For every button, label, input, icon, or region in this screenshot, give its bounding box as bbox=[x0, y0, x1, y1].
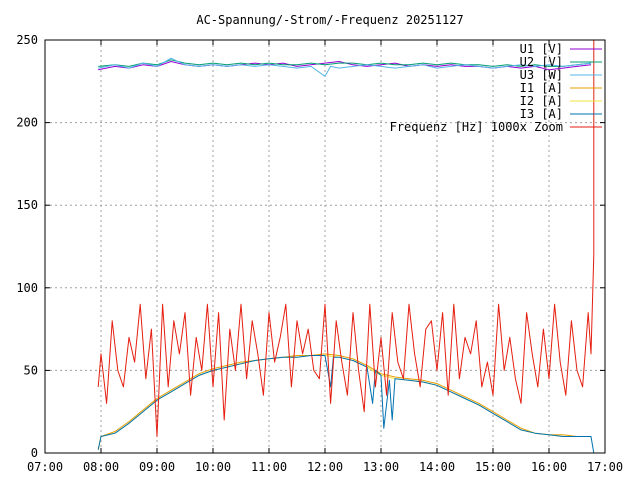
axis-ticks: 07:00 08:00 09:00 10:00 11:00 12:00 13:00 14:00… bbox=[16, 33, 623, 474]
legend-label: I1 [A] bbox=[520, 81, 563, 95]
chart-title: AC-Spannung/-Strom/-Frequenz 20251127 bbox=[196, 13, 463, 27]
y-tick-label: 100 bbox=[16, 281, 38, 295]
x-tick-label: 09:00 bbox=[139, 460, 175, 474]
x-tick-label: 16:00 bbox=[531, 460, 567, 474]
x-tick-label: 07:00 bbox=[27, 460, 63, 474]
y-tick-label: 250 bbox=[16, 33, 38, 47]
y-tick-label: 200 bbox=[16, 116, 38, 130]
x-tick-label: 10:00 bbox=[195, 460, 231, 474]
legend-label: U2 [V] bbox=[520, 55, 563, 69]
series-line-5 bbox=[97, 355, 591, 450]
y-tick-label: 0 bbox=[31, 446, 38, 460]
x-tick-label: 17:00 bbox=[587, 460, 623, 474]
series-line-2 bbox=[98, 59, 592, 67]
legend: U1 [V]U2 [V]U3 [W]I1 [A]I2 [A]I3 [A]Freq… bbox=[390, 42, 602, 134]
series-line-4 bbox=[97, 353, 591, 450]
legend-label: I3 [A] bbox=[520, 107, 563, 121]
y-tick-label: 50 bbox=[24, 363, 38, 377]
y-tick-label: 150 bbox=[16, 198, 38, 212]
series-line-7 bbox=[97, 40, 595, 437]
legend-label: U3 [W] bbox=[520, 68, 563, 82]
legend-label: U1 [V] bbox=[520, 42, 563, 56]
x-tick-label: 11:00 bbox=[251, 460, 287, 474]
x-tick-label: 12:00 bbox=[307, 460, 343, 474]
series-lines bbox=[97, 40, 595, 454]
x-tick-label: 15:00 bbox=[475, 460, 511, 474]
grid-lines bbox=[45, 40, 605, 453]
x-tick-label: 08:00 bbox=[83, 460, 119, 474]
series-line-3 bbox=[98, 57, 592, 77]
legend-label: Frequenz [Hz] 1000x Zoom bbox=[390, 120, 563, 134]
x-tick-label: 14:00 bbox=[419, 460, 455, 474]
x-tick-label: 13:00 bbox=[363, 460, 399, 474]
legend-label: I2 [A] bbox=[520, 94, 563, 108]
